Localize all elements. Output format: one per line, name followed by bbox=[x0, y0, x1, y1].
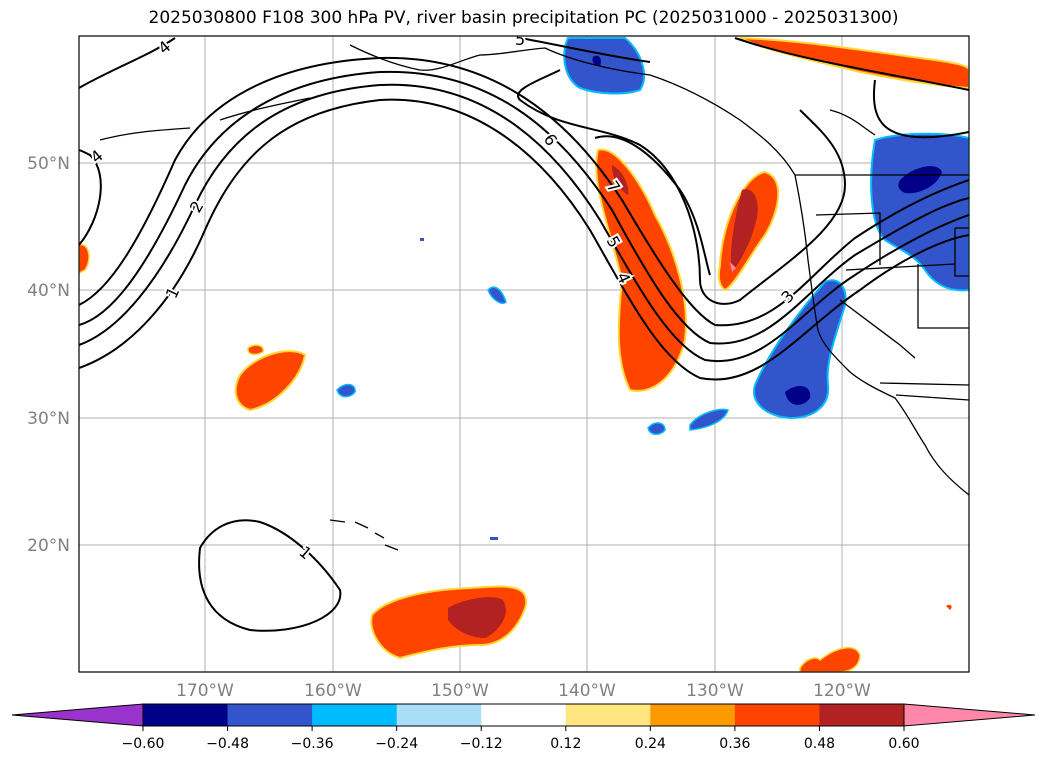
colorbar-segment bbox=[650, 704, 736, 726]
colorbar-segment bbox=[312, 704, 398, 726]
coastlines bbox=[99, 44, 969, 551]
lat-label: 50°N bbox=[27, 154, 70, 174]
colorbar-segment bbox=[143, 704, 229, 726]
colorbar: −0.60 −0.48 −0.36 −0.24 −0.12 0.12 0.24 0.36 0.4… bbox=[11, 703, 1036, 752]
colorbar-tick-label: −0.60 bbox=[122, 736, 165, 752]
map-border bbox=[78, 35, 970, 673]
contour-label: 5 bbox=[515, 30, 525, 49]
lon-label: 160°W bbox=[304, 681, 362, 701]
colorbar-tick-label: −0.48 bbox=[206, 736, 249, 752]
colorbar-tick-label: 0.48 bbox=[804, 736, 835, 752]
colorbar-tick-label: −0.36 bbox=[291, 736, 334, 752]
colorbar-segment bbox=[734, 704, 820, 726]
colorbar-tick-label: −0.24 bbox=[375, 736, 418, 752]
positive-pc-regions bbox=[79, 37, 969, 672]
lat-label: 30°N bbox=[27, 409, 70, 429]
pv-contours bbox=[79, 37, 969, 632]
colorbar-segment bbox=[481, 704, 567, 726]
colorbar-tick-label: 0.36 bbox=[719, 736, 750, 752]
colorbar-extend-high bbox=[903, 703, 1036, 727]
lat-label: 40°N bbox=[27, 281, 70, 301]
lat-labels: 50°N 40°N 30°N 20°N bbox=[27, 154, 70, 556]
colorbar-border bbox=[142, 703, 905, 727]
colorbar-tick-label: 0.60 bbox=[888, 736, 919, 752]
lon-label: 150°W bbox=[431, 681, 489, 701]
colorbar-segment bbox=[396, 704, 482, 726]
lon-label: 130°W bbox=[686, 681, 744, 701]
colorbar-segment bbox=[565, 704, 651, 726]
colorbar-tick-label: 0.12 bbox=[550, 736, 581, 752]
colorbar-extend-low bbox=[11, 703, 144, 727]
gridlines bbox=[79, 36, 969, 672]
colorbar-segment bbox=[227, 704, 313, 726]
negative-pc-regions bbox=[336, 37, 969, 540]
colorbar-tick-label: 0.24 bbox=[635, 736, 666, 752]
lon-labels: 170°W 160°W 150°W 140°W 130°W 120°W bbox=[176, 681, 871, 701]
lon-label: 170°W bbox=[176, 681, 234, 701]
lon-label: 120°W bbox=[813, 681, 871, 701]
lat-label: 20°N bbox=[27, 536, 70, 556]
map-title: 2025030800 F108 300 hPa PV, river basin … bbox=[148, 8, 899, 28]
colorbar-tick-label: −0.12 bbox=[460, 736, 503, 752]
colorbar-segment bbox=[819, 704, 905, 726]
lon-label: 140°W bbox=[558, 681, 616, 701]
